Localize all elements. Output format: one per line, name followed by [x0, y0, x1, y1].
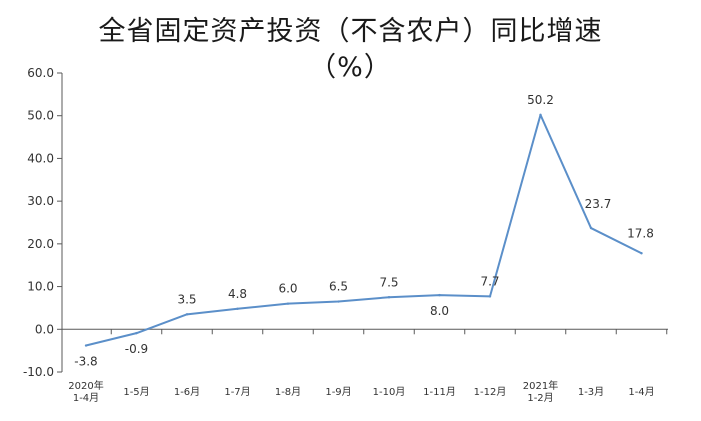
- x-tick-label: 1-5月: [123, 386, 149, 398]
- y-tick-label: 20.0: [27, 237, 54, 251]
- y-tick-label: -10.0: [23, 365, 54, 379]
- data-point: [387, 296, 391, 299]
- data-point: [337, 300, 340, 303]
- x-tick-label: 1-10月: [373, 386, 406, 398]
- data-label: -3.8: [74, 355, 97, 369]
- chart-title: 全省固定资产投资（不含农户）同比增速 （%）: [0, 14, 701, 86]
- data-label: 3.5: [177, 292, 196, 306]
- data-label: 8.0: [430, 304, 449, 318]
- data-label: 17.8: [627, 226, 654, 240]
- y-tick-label: 40.0: [27, 151, 54, 165]
- data-label: 7.7: [480, 274, 499, 288]
- data-label: 7.5: [379, 275, 398, 289]
- series-line: [85, 113, 642, 347]
- y-tick-label: 0.0: [35, 322, 54, 336]
- data-point: [438, 293, 441, 297]
- x-tick-label: 2020年 1-4月: [68, 379, 103, 404]
- data-point: [539, 113, 542, 117]
- x-tick-label: 1-8月: [275, 386, 301, 398]
- chart-title-main: 全省固定资产投资（不含农户）同比增速: [98, 16, 603, 47]
- x-tick-label: 1-4月: [628, 386, 654, 398]
- data-point: [640, 252, 643, 255]
- data-point: [236, 307, 239, 310]
- data-point: [84, 344, 88, 347]
- x-tick-label: 1-9月: [325, 386, 351, 398]
- y-tick-label: 30.0: [27, 194, 54, 208]
- data-label: 6.0: [278, 282, 297, 296]
- x-tick-label: 1-6月: [174, 386, 200, 398]
- y-tick-label: 10.0: [27, 280, 54, 294]
- x-tick-label: 2021年 1-2月: [523, 379, 558, 404]
- x-tick-label: 1-7月: [224, 386, 250, 398]
- x-tick-label: 1-3月: [578, 386, 604, 398]
- data-label: 50.2: [527, 93, 554, 107]
- data-point: [185, 313, 189, 316]
- data-point: [589, 226, 593, 230]
- data-label: -0.9: [125, 342, 148, 356]
- data-point: [488, 295, 492, 298]
- data-label: 6.5: [329, 280, 348, 294]
- data-label: 23.7: [585, 197, 612, 211]
- chart-title-unit: （%）: [309, 52, 392, 83]
- data-label: 4.8: [228, 287, 247, 301]
- y-tick-label: 50.0: [27, 109, 54, 123]
- x-tick-label: 1-11月: [423, 386, 456, 398]
- data-point: [286, 302, 290, 305]
- y-tick-label: 60.0: [27, 66, 54, 80]
- data-point: [135, 331, 138, 335]
- x-tick-label: 1-12月: [474, 386, 507, 398]
